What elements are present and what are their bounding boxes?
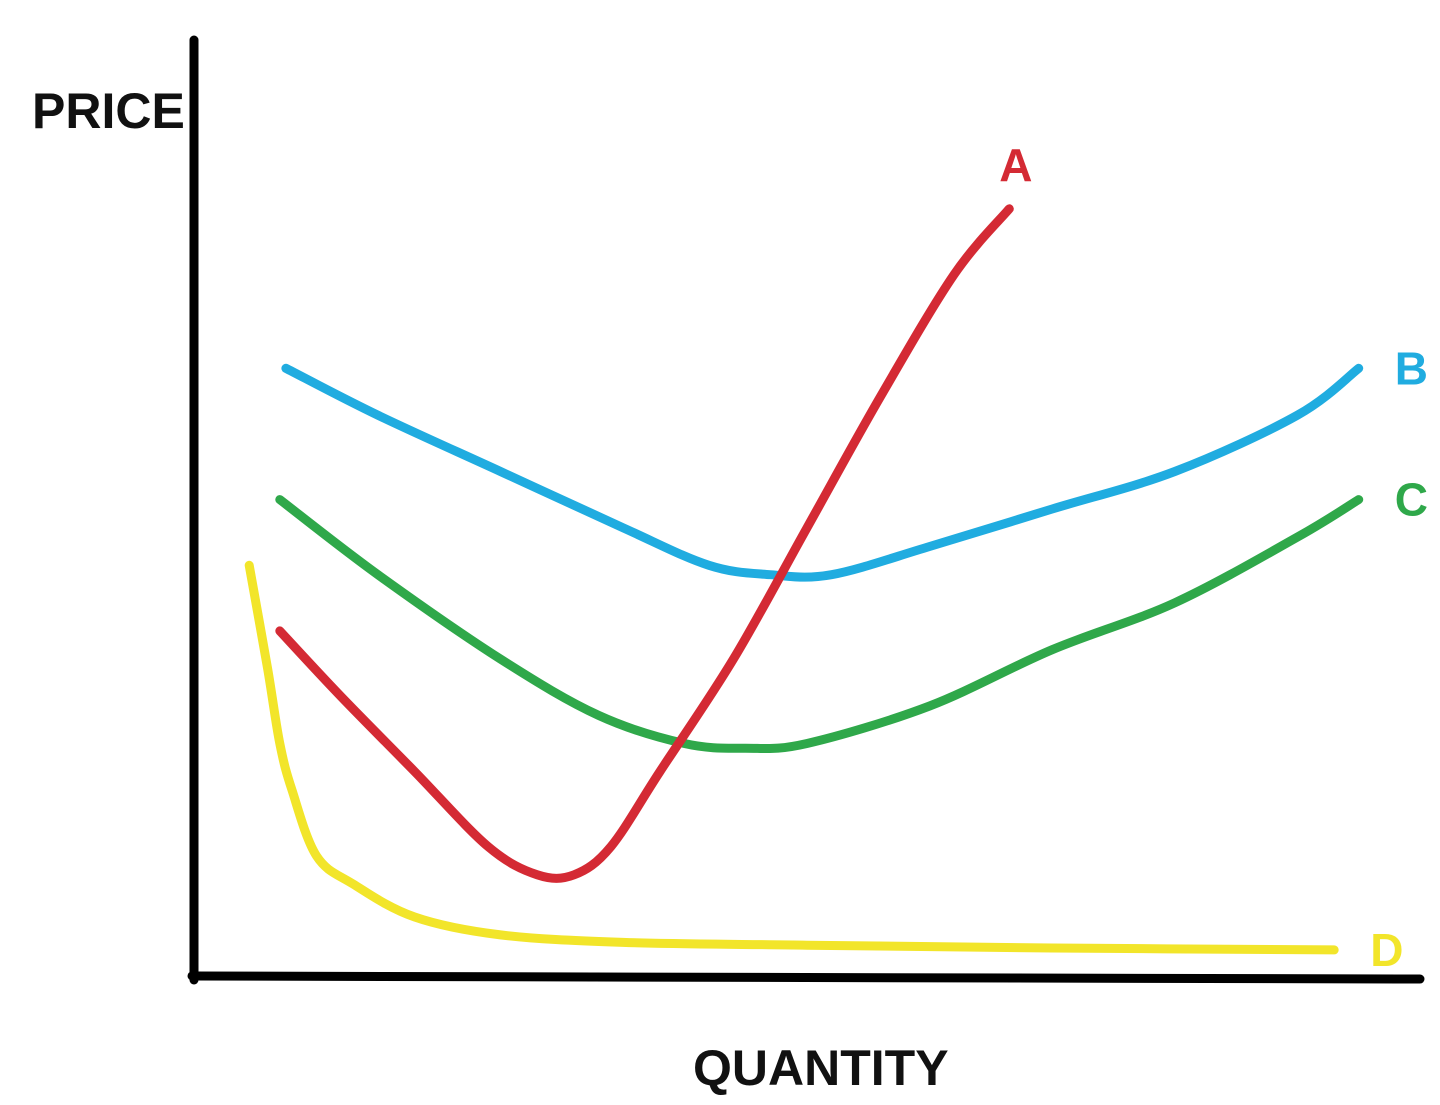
curve-label-d: D bbox=[1370, 924, 1403, 976]
curve-b bbox=[281, 363, 1364, 582]
curve-label-c: C bbox=[1395, 474, 1428, 526]
curve-layer bbox=[244, 204, 1364, 955]
curve-d bbox=[244, 560, 1339, 955]
curve-label-a: A bbox=[999, 139, 1032, 191]
curve-label-layer: D C B A bbox=[999, 139, 1428, 976]
curve-c bbox=[275, 495, 1364, 754]
curve-a bbox=[275, 204, 1014, 883]
x-axis-label: QUANTITY bbox=[693, 1040, 949, 1096]
y-axis-label: PRICE bbox=[32, 83, 185, 139]
x-axis-line bbox=[187, 971, 1425, 984]
curve-label-b: B bbox=[1395, 342, 1428, 394]
